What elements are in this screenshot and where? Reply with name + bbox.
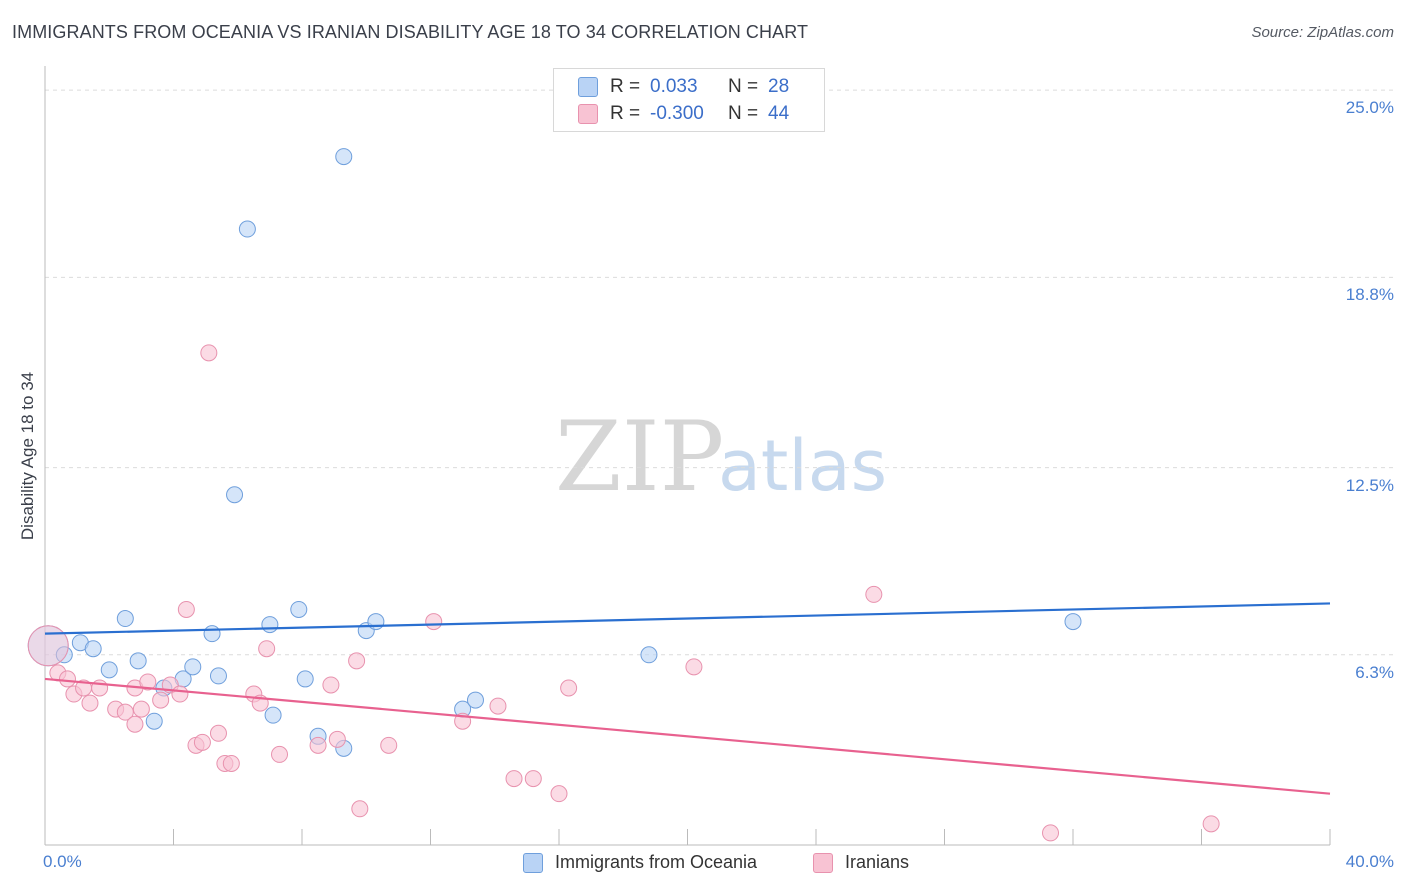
- oceania-point: [226, 486, 244, 504]
- x-tick-label: 40.0%: [1345, 852, 1394, 871]
- y-tick-label: 12.5%: [1345, 475, 1394, 495]
- oceania-point: [335, 148, 353, 166]
- iranians-point: [200, 344, 218, 362]
- iranians-point: [171, 685, 189, 703]
- oceania-point: [145, 712, 163, 730]
- bottom-legend-iranians: Iranians: [813, 852, 909, 873]
- iranians-point: [348, 652, 366, 670]
- iranians-point: [193, 733, 211, 751]
- iranians-n-label: N =: [728, 103, 759, 124]
- iranians-point: [152, 691, 170, 709]
- oceania-swatch: [578, 77, 598, 97]
- data-points: [27, 148, 1220, 842]
- y-tick-label: 18.8%: [1345, 285, 1394, 305]
- iranians-point: [309, 736, 327, 754]
- legend-row-iranians: R = -0.300 N = 44: [578, 102, 789, 126]
- oceania-point: [209, 667, 227, 685]
- iranians-point: [209, 724, 227, 742]
- iranians-point: [132, 700, 150, 718]
- iranians-point: [27, 625, 69, 667]
- iranians-trend-line: [44, 677, 1331, 795]
- iranians-point: [489, 697, 507, 715]
- iranians-point: [865, 585, 883, 603]
- iranians-r-label: R =: [610, 103, 641, 124]
- iranians-point: [139, 673, 157, 691]
- oceania-point: [264, 706, 282, 724]
- source-label: Source: ZipAtlas.com: [1251, 24, 1394, 41]
- oceania-point: [261, 616, 279, 634]
- oceania-point: [1064, 613, 1082, 631]
- watermark-atlas: atlas: [718, 425, 887, 507]
- oceania-n-label: N =: [728, 76, 759, 97]
- bottom-legend-oceania: Immigrants from Oceania: [523, 852, 757, 873]
- iranians-point: [1042, 824, 1060, 842]
- iranians-point: [351, 800, 369, 818]
- iranians-point: [322, 676, 340, 694]
- oceania-point: [640, 646, 658, 664]
- watermark: ZIP atlas: [555, 401, 887, 513]
- chart-title: IMMIGRANTS FROM OCEANIA VS IRANIAN DISAB…: [12, 22, 809, 42]
- oceania-point: [238, 220, 256, 238]
- iranians-point: [524, 770, 542, 788]
- iranians-n-value: 44: [768, 103, 790, 124]
- legend-row-oceania: R = 0.033 N = 28: [578, 75, 789, 99]
- iranians-point: [58, 670, 76, 688]
- trend-lines: [44, 602, 1331, 795]
- iranians-point: [380, 736, 398, 754]
- iranians-point: [271, 745, 289, 763]
- iranians-point: [1202, 815, 1220, 833]
- oceania-point: [55, 646, 73, 664]
- iranians-point: [258, 640, 276, 658]
- oceania-legend-label: Immigrants from Oceania: [555, 852, 758, 872]
- iranians-legend-swatch: [813, 852, 833, 873]
- iranians-swatch: [578, 104, 598, 124]
- oceania-point: [129, 652, 147, 670]
- oceania-point: [203, 625, 221, 643]
- correlation-legend: R = 0.033 N = 28 R = -0.300 N = 44: [553, 68, 825, 132]
- iranians-r-value: -0.300: [650, 103, 704, 124]
- oceania-point: [466, 691, 484, 709]
- oceania-r-value: 0.033: [650, 76, 698, 97]
- iranians-legend-label: Iranians: [845, 852, 910, 872]
- iranians-point: [685, 658, 703, 676]
- oceania-trend-line: [44, 602, 1331, 635]
- y-tick-label: 25.0%: [1345, 98, 1394, 118]
- y-tick-label: 6.3%: [1355, 662, 1394, 682]
- x-tick-label: 0.0%: [43, 852, 82, 871]
- iranians-point: [550, 785, 568, 803]
- axes: [44, 66, 1331, 846]
- oceania-legend-swatch: [523, 852, 543, 873]
- oceania-point: [100, 661, 118, 679]
- oceania-r-label: R =: [610, 76, 641, 97]
- iranians-point: [222, 754, 240, 772]
- iranians-point: [177, 600, 195, 618]
- oceania-n-value: 28: [768, 76, 790, 97]
- iranians-point: [328, 730, 346, 748]
- iranians-point: [81, 694, 99, 712]
- iranians-point: [505, 770, 523, 788]
- oceania-point: [290, 600, 308, 618]
- oceania-point: [84, 640, 102, 658]
- iranians-point: [560, 679, 578, 697]
- oceania-point: [296, 670, 314, 688]
- watermark-zip: ZIP: [555, 401, 724, 513]
- oceania-point: [184, 658, 202, 676]
- iranians-point: [425, 613, 443, 631]
- iranians-point: [126, 715, 144, 733]
- oceania-point: [116, 610, 134, 628]
- iranians-point: [116, 703, 134, 721]
- gridlines: [45, 89, 1393, 656]
- oceania-point: [367, 613, 385, 631]
